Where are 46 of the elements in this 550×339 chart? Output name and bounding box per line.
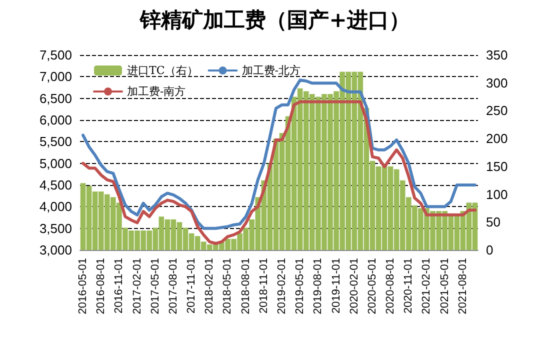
y2-tick-label: 200: [486, 131, 508, 146]
x-tick-label: 2019-08-01: [312, 258, 324, 314]
x-tick-label: 2017-11-01: [186, 258, 198, 314]
x-tick-label: 2016-08-01: [95, 258, 108, 314]
chart-title: 锌精矿加工费（国产+进口）: [139, 7, 410, 32]
y2-tick-label: 300: [486, 75, 508, 90]
x-tick-label: 2016-05-01: [77, 258, 90, 314]
x-tick-label: 2019-11-01: [330, 258, 342, 314]
y2-tick-label: 250: [486, 103, 508, 118]
y-tick-label: 7,500: [39, 48, 72, 62]
y-tick-label: 3,000: [39, 242, 72, 258]
y2-tick-label: 100: [486, 186, 508, 202]
y2-tick-label: 50: [486, 214, 500, 230]
x-tick-label: 2016-11-01: [113, 258, 126, 314]
x-tick-label: 2018-08-01: [240, 258, 252, 314]
y-tick-label: 3,500: [39, 220, 72, 236]
x-tick-label: 2020-11-01: [402, 258, 415, 314]
y2-tick-label: 0: [486, 242, 494, 258]
y-tick-label: 7,000: [39, 69, 72, 84]
x-tick-label: 2020-08-01: [384, 258, 397, 314]
x-tick-label: 2021-05-01: [438, 258, 451, 314]
x-tick-label: 2017-02-01: [131, 258, 144, 314]
x-tick-label: 2017-05-01: [149, 258, 162, 314]
legend-label: 加工费-南方: [127, 85, 186, 98]
x-tick-label: 2021-08-01: [456, 258, 469, 314]
y-tick-label: 6,500: [39, 90, 72, 106]
x-tick-label: 2019-05-01: [294, 258, 306, 314]
legend-label: 进口TC（右）: [127, 64, 198, 77]
y2-tick-label: 150: [486, 158, 508, 174]
y-tick-label: 5,500: [39, 134, 72, 150]
x-tick-label: 2020-05-01: [366, 258, 378, 314]
x-tick-label: 2019-02-01: [276, 258, 288, 314]
x-tick-label: 2018-11-01: [258, 258, 270, 314]
x-tick-label: 2018-02-01: [204, 258, 216, 314]
legend-label: 加工费-北方: [242, 64, 300, 77]
x-tick-label: 2018-05-01: [222, 258, 234, 314]
y-tick-label: 4,000: [39, 199, 72, 214]
y-tick-label: 5,000: [39, 156, 72, 171]
line-series: [82, 78, 476, 230]
x-tick-label: 2017-08-01: [167, 258, 180, 314]
y-tick-label: 6,000: [39, 112, 72, 128]
x-tick-label: 2021-02-01: [420, 258, 433, 314]
y-tick-label: 4,500: [39, 178, 72, 192]
x-tick-label: 2020-02-01: [348, 258, 360, 314]
y2-tick-label: 350: [486, 48, 508, 62]
line-series: [82, 100, 476, 245]
